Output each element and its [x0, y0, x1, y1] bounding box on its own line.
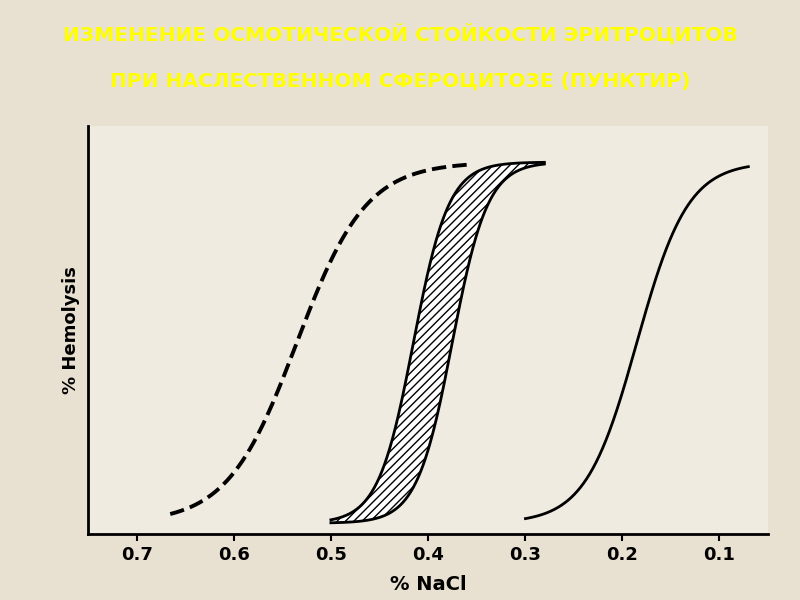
- Y-axis label: % Hemolysis: % Hemolysis: [62, 266, 80, 394]
- Text: ИЗМЕНЕНИЕ ОСМОТИЧЕСКОЙ СТОЙКОСТИ ЭРИТРОЦИТОВ: ИЗМЕНЕНИЕ ОСМОТИЧЕСКОЙ СТОЙКОСТИ ЭРИТРОЦ…: [62, 24, 738, 45]
- Text: ПРИ НАСЛЕСТВЕННОМ СФЕРОЦИТОЗЕ (ПУНКТИР): ПРИ НАСЛЕСТВЕННОМ СФЕРОЦИТОЗЕ (ПУНКТИР): [110, 71, 690, 91]
- X-axis label: % NaCl: % NaCl: [390, 575, 466, 594]
